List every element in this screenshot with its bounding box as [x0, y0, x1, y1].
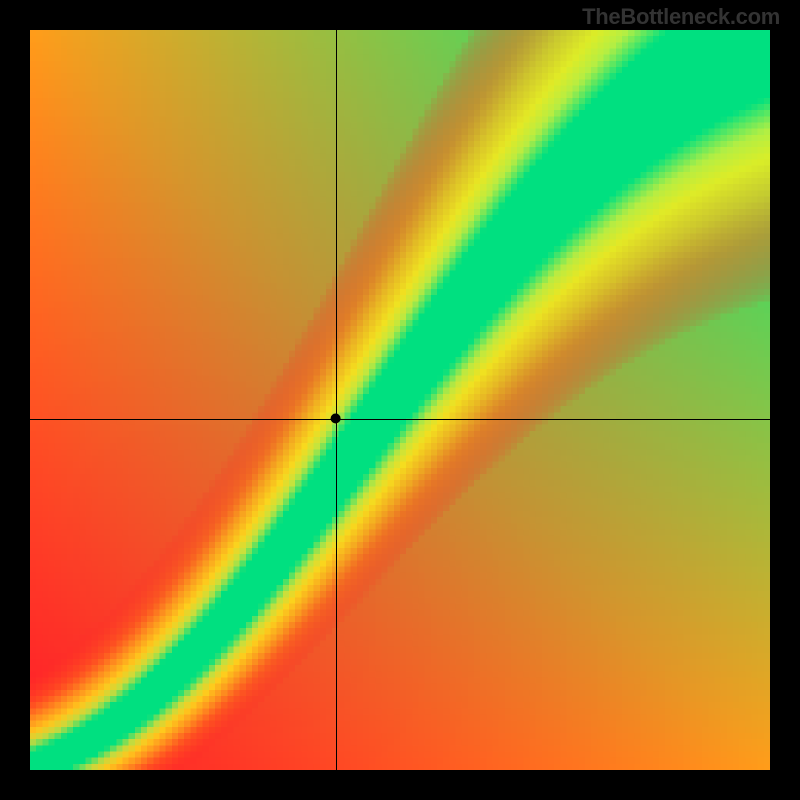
page-root: TheBottleneck.com [0, 0, 800, 800]
crosshair-overlay [30, 30, 770, 770]
attribution-text: TheBottleneck.com [582, 4, 780, 30]
bottleneck-heatmap [30, 30, 770, 770]
